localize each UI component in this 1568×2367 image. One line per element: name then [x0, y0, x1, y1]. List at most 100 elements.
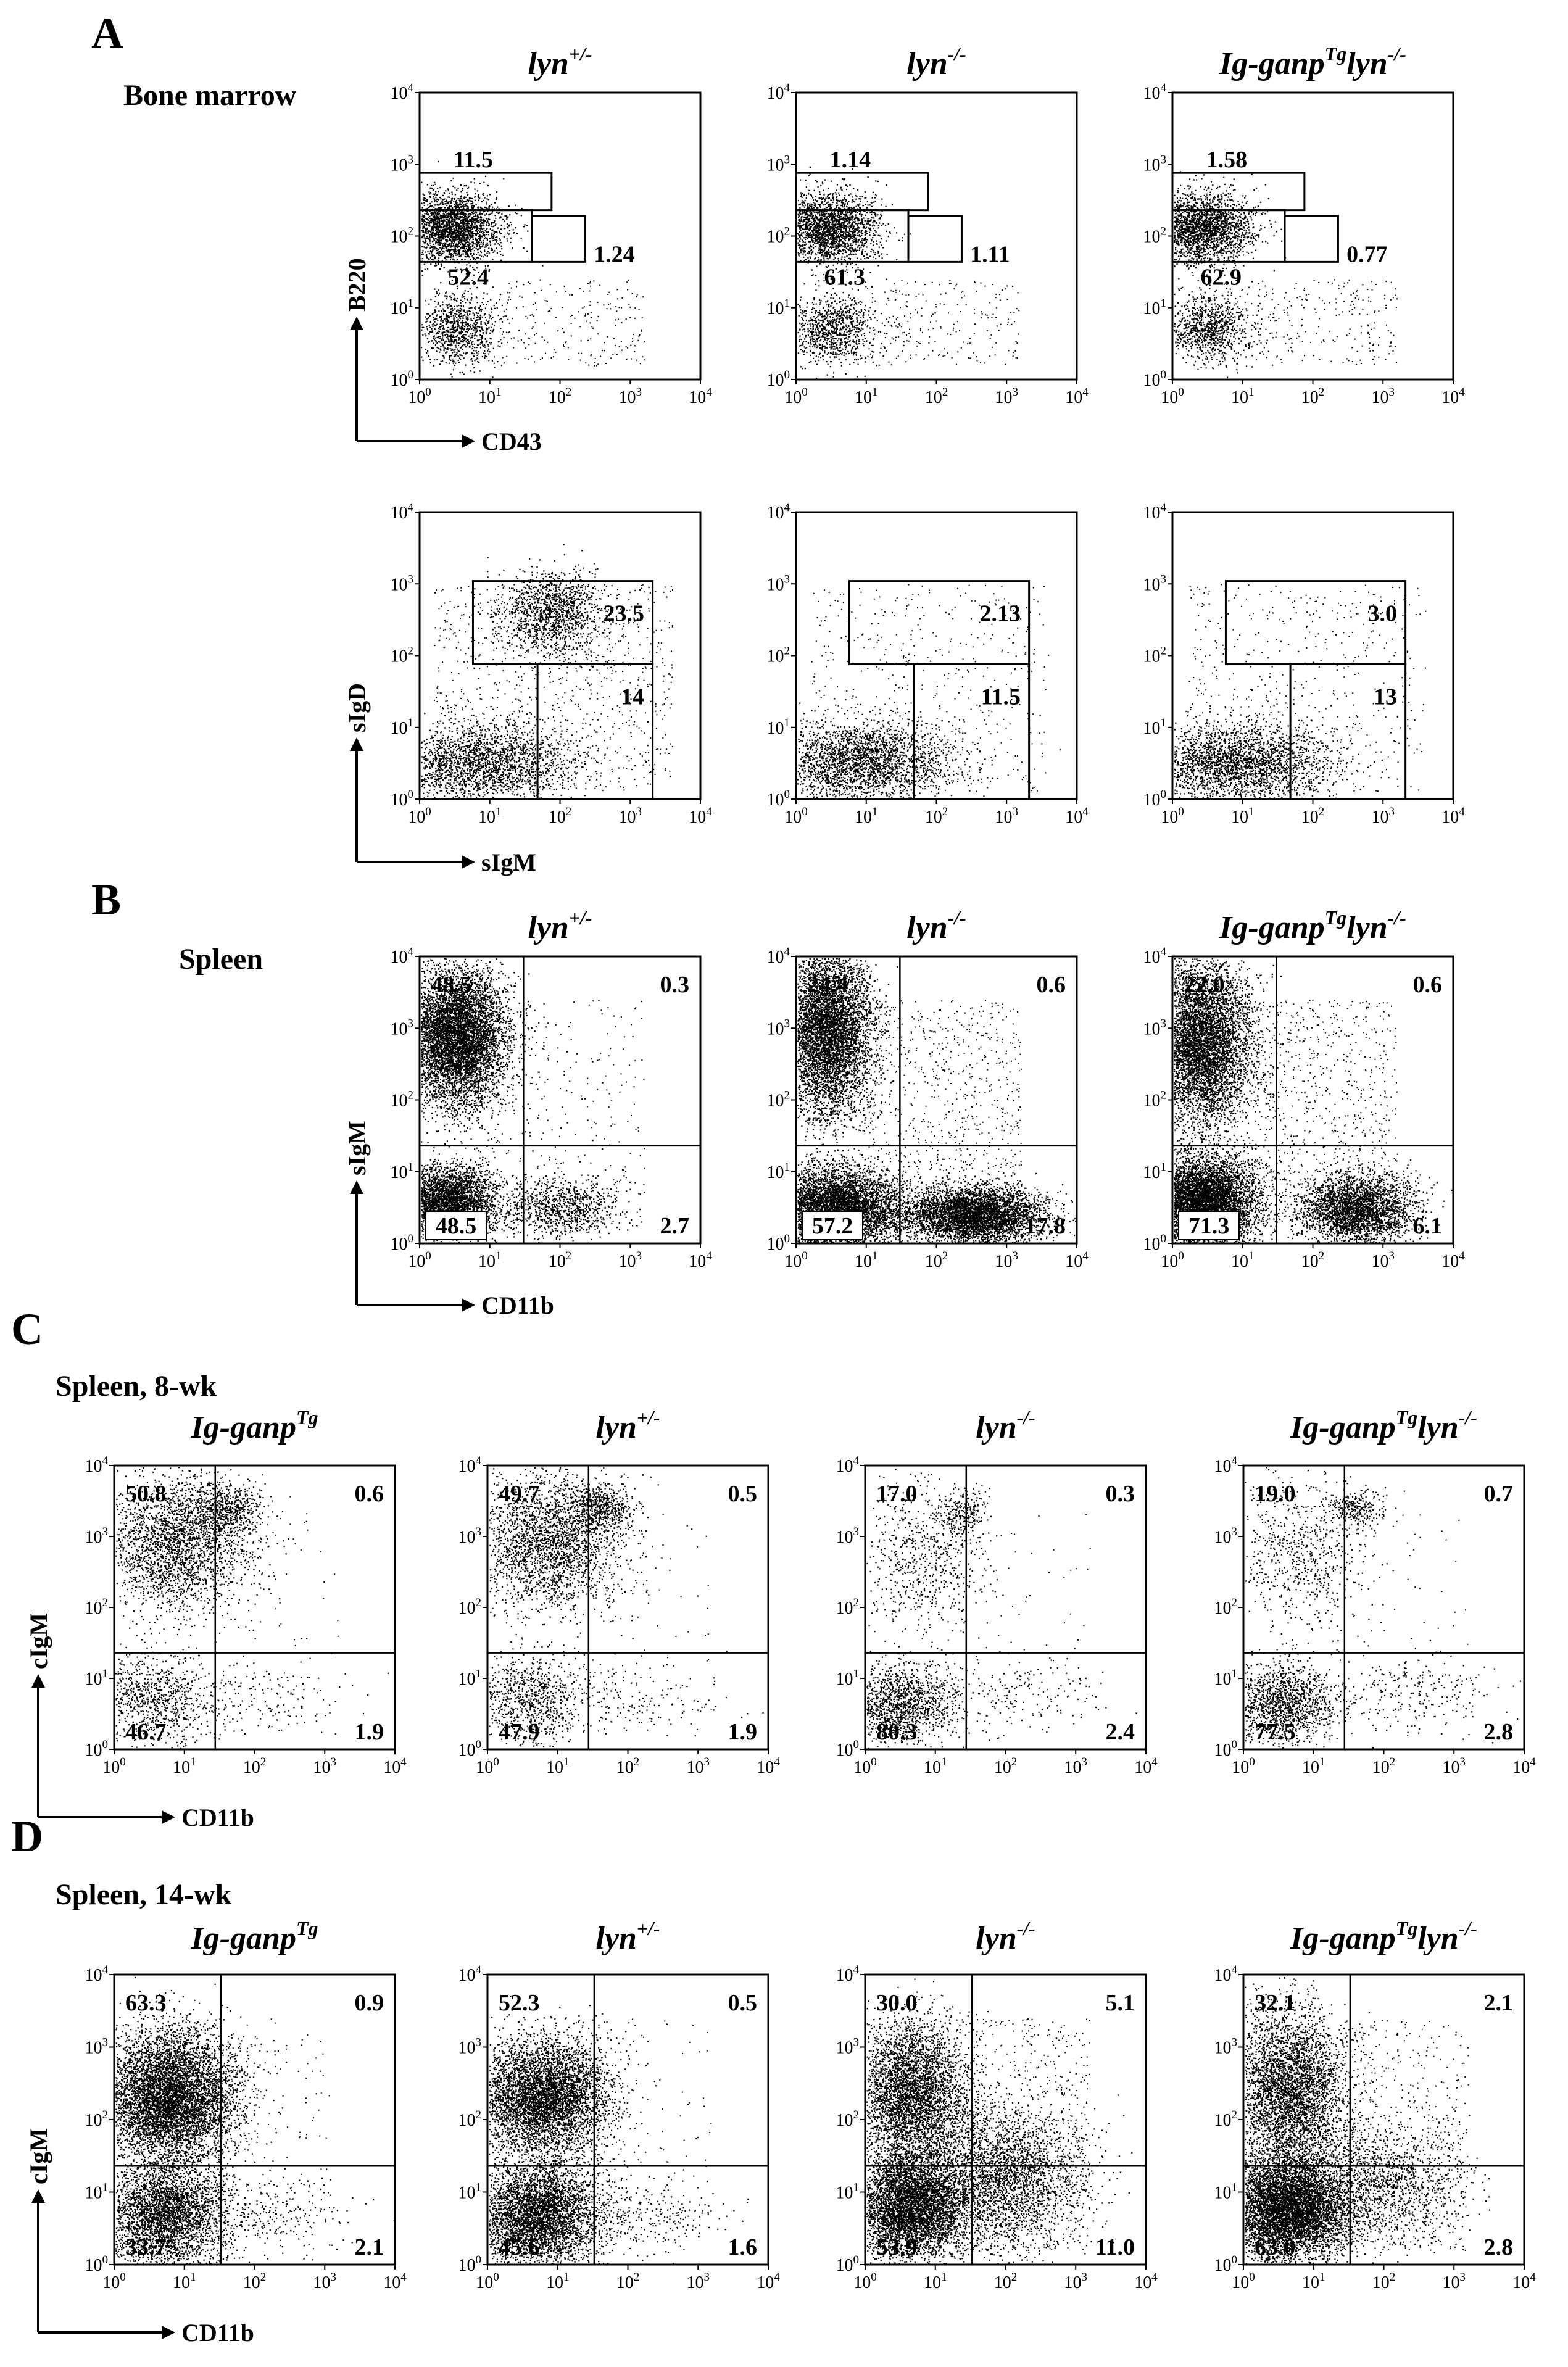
dot-cloud: [878, 2041, 1133, 2265]
stat-lower-left: 48.5: [436, 1213, 477, 1239]
stat-upper-left: 17.0: [876, 1481, 918, 1507]
y-tick-label: 101: [85, 2181, 109, 2203]
y-tick-label: 102: [836, 1596, 860, 1618]
x-tick-label: 104: [689, 805, 712, 827]
x-tick-label: 101: [855, 386, 878, 407]
x-tick-label: 100: [1232, 2271, 1255, 2292]
x-tick-label: 100: [476, 2271, 499, 2292]
dot-cloud: [115, 1976, 301, 2221]
y-tick-label: 104: [458, 1963, 482, 1985]
dot-cloud: [927, 1483, 1002, 1544]
y-tick-label: 103: [1143, 1017, 1167, 1038]
stat-lower-left: 47.9: [499, 1719, 540, 1745]
panel-B-genotype-2: Ig-ganpTglyn-/-: [1219, 906, 1406, 945]
x-tick-label: 102: [994, 1756, 1018, 1777]
stat-lower-right: 1.9: [728, 1719, 758, 1745]
stat-upper-right: 0.6: [1413, 972, 1443, 998]
dot-cloud: [1245, 2108, 1410, 2265]
dot-cloud: [115, 2112, 275, 2265]
stat-upper-right: 0.5: [728, 1481, 758, 1507]
dot-cloud: [1311, 1483, 1397, 1532]
gate-label-top: 1.14: [830, 147, 871, 173]
y-tick-label: 101: [1214, 1667, 1238, 1689]
stat-upper-left: 24.4: [807, 972, 848, 998]
panel-D-genotype-1: lyn+/-: [595, 1917, 660, 1956]
panel-A-genotype-0: lyn+/-: [528, 43, 592, 81]
y-tick-label: 103: [391, 153, 414, 175]
y-tick-label: 101: [836, 2181, 860, 2203]
y-tick-label: 100: [391, 788, 414, 810]
dot-cloud: [115, 1628, 236, 1749]
dot-cloud: [866, 1640, 1000, 1750]
y-tick-label: 103: [391, 1017, 414, 1038]
stat-upper-left: 49.7: [499, 1481, 540, 1507]
y-tick-label: 101: [767, 716, 790, 738]
stat-upper-left: 32.1: [1255, 1990, 1296, 2016]
panel-B-genotype-0: lyn+/-: [528, 906, 592, 945]
x-tick-label: 103: [1372, 1250, 1395, 1271]
dot-cloud: [489, 2121, 648, 2265]
dot-cloud: [866, 2123, 1013, 2265]
y-tick-label: 103: [836, 2036, 860, 2058]
panel-D-genotype-3: Ig-ganpTglyn-/-: [1290, 1917, 1477, 1956]
x-tick-label: 103: [1443, 2271, 1466, 2292]
y-tick-label: 100: [1143, 788, 1167, 810]
y-tick-label: 100: [767, 1232, 790, 1254]
x-tick-label: 100: [1232, 1756, 1255, 1777]
x-tick-label: 100: [1161, 805, 1184, 827]
x-tick-label: 103: [687, 1756, 710, 1777]
stat-lower-right: 6.1: [1413, 1213, 1443, 1239]
x-tick-label: 100: [784, 805, 808, 827]
x-tick-label: 101: [173, 1756, 196, 1777]
dot-cloud: [1256, 2092, 1491, 2264]
y-tick-label: 103: [836, 1525, 860, 1547]
x-tick-label: 103: [1064, 1756, 1088, 1777]
x-tick-label: 100: [784, 386, 808, 407]
y-tick-label: 104: [1214, 1454, 1238, 1476]
y-tick-label: 100: [836, 2253, 860, 2275]
x-tick-label: 104: [689, 1250, 712, 1271]
x-tick-label: 100: [1161, 1250, 1184, 1271]
y-tick-label: 102: [391, 645, 414, 666]
y-tick-label: 100: [1143, 1232, 1167, 1254]
x-tick-label: 102: [1301, 805, 1325, 827]
panel-A-row1-x-axis-label: CD43: [481, 428, 542, 455]
stat-lower-right: 2.8: [1484, 2234, 1514, 2260]
y-tick-label: 102: [1143, 645, 1167, 666]
x-tick-label: 104: [1134, 2271, 1158, 2292]
x-tick-label: 104: [689, 386, 712, 407]
y-tick-label: 100: [391, 1232, 414, 1254]
x-tick-label: 101: [855, 805, 878, 827]
x-tick-label: 104: [1441, 1250, 1465, 1271]
x-tick-label: 103: [687, 2271, 710, 2292]
y-tick-label: 103: [1214, 1525, 1238, 1547]
stat-lower-right: 2.7: [660, 1213, 690, 1239]
dot-scatter: [852, 280, 1020, 367]
panel-C-genotype-2: lyn-/-: [976, 1406, 1035, 1445]
y-tick-label: 102: [767, 225, 790, 247]
dot-cloud: [421, 160, 544, 288]
x-tick-label: 101: [1231, 386, 1255, 407]
panel-B-y-axis-label: sIgM: [343, 1121, 371, 1175]
dot-cloud: [866, 1978, 1000, 2249]
y-tick-label: 101: [1143, 297, 1167, 318]
x-tick-label: 102: [1301, 1250, 1325, 1271]
x-tick-label: 101: [1302, 2271, 1325, 2292]
dot-cloud: [489, 1995, 657, 2212]
dot-cloud: [470, 1167, 641, 1243]
stat-lower-left: 77.5: [1255, 1719, 1296, 1745]
panel-C-genotype-0: Ig-ganpTg: [190, 1406, 318, 1445]
gate-label-left: 52.4: [448, 265, 489, 291]
stat-lower-right: 2.4: [1106, 1719, 1135, 1745]
x-tick-label: 102: [925, 805, 948, 827]
x-tick-label: 101: [478, 805, 502, 827]
gate-label-upper: 23.5: [604, 601, 645, 627]
dot-cloud: [1245, 1467, 1405, 1700]
y-tick-label: 102: [767, 1089, 790, 1111]
y-tick-label: 104: [85, 1963, 109, 1985]
